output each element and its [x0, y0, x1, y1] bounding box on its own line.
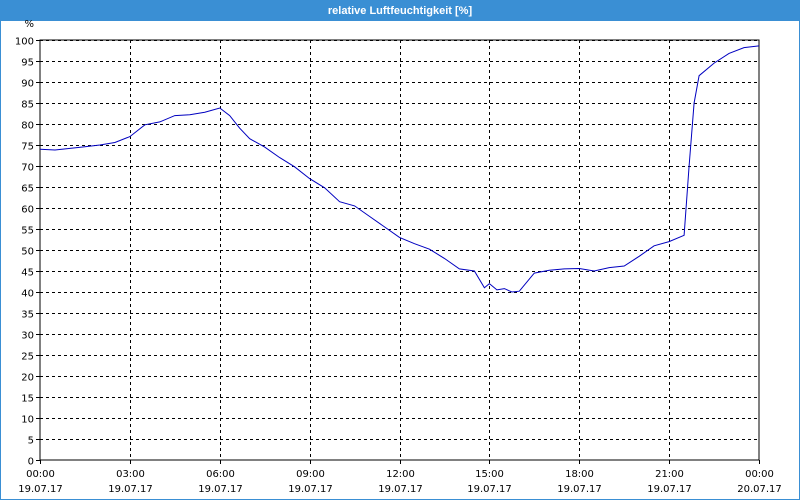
y-tick-label: 15	[21, 394, 34, 405]
x-tick-date: 19.07.17	[108, 484, 153, 495]
y-tick-label: 25	[21, 352, 34, 363]
y-tick-label: 75	[21, 142, 34, 153]
humidity-line	[39, 45, 760, 293]
y-tick-label: 50	[21, 247, 34, 258]
x-tick-date: 19.07.17	[378, 484, 423, 495]
y-tick-label: 45	[21, 268, 34, 279]
y-tick-label: 85	[21, 100, 34, 111]
y-tick-label: 100	[15, 37, 34, 48]
x-tick-time: 21:00	[655, 469, 684, 480]
y-tick-label: 60	[21, 205, 34, 216]
x-tick-date: 19.07.17	[557, 484, 602, 495]
x-tick-time: 00:00	[26, 469, 55, 480]
y-tick-label: 20	[21, 373, 34, 384]
x-tick-date: 19.07.17	[467, 484, 512, 495]
y-tick-label: 30	[21, 331, 34, 342]
y-tick-label: 65	[21, 184, 34, 195]
x-tick-time: 00:00	[745, 469, 774, 480]
y-axis-label: %	[24, 19, 34, 30]
plot-area	[39, 39, 760, 461]
y-tick-label: 10	[21, 415, 34, 426]
y-tick-label: 90	[21, 79, 34, 90]
x-tick-time: 12:00	[386, 469, 415, 480]
x-tick-date: 19.07.17	[18, 484, 63, 495]
x-tick-time: 06:00	[206, 469, 235, 480]
x-tick-date: 19.07.17	[198, 484, 243, 495]
y-tick-label: 35	[21, 310, 34, 321]
y-tick-label: 70	[21, 163, 34, 174]
x-tick-time: 15:00	[475, 469, 504, 480]
y-tick-label: 40	[21, 289, 34, 300]
x-tick-time: 18:00	[565, 469, 594, 480]
x-tick-date: 19.07.17	[647, 484, 692, 495]
y-tick-label: 55	[21, 226, 34, 237]
y-tick-label: 0	[28, 457, 34, 468]
window-title: relative Luftfeuchtigkeit [%]	[1, 1, 799, 21]
y-tick-label: 95	[21, 58, 34, 69]
x-tick-time: 09:00	[296, 469, 325, 480]
y-tick-label: 5	[28, 436, 34, 447]
x-tick-date: 19.07.17	[288, 484, 333, 495]
x-tick-date: 20.07.17	[737, 484, 782, 495]
x-tick-time: 03:00	[116, 469, 145, 480]
y-tick-label: 80	[21, 121, 34, 132]
